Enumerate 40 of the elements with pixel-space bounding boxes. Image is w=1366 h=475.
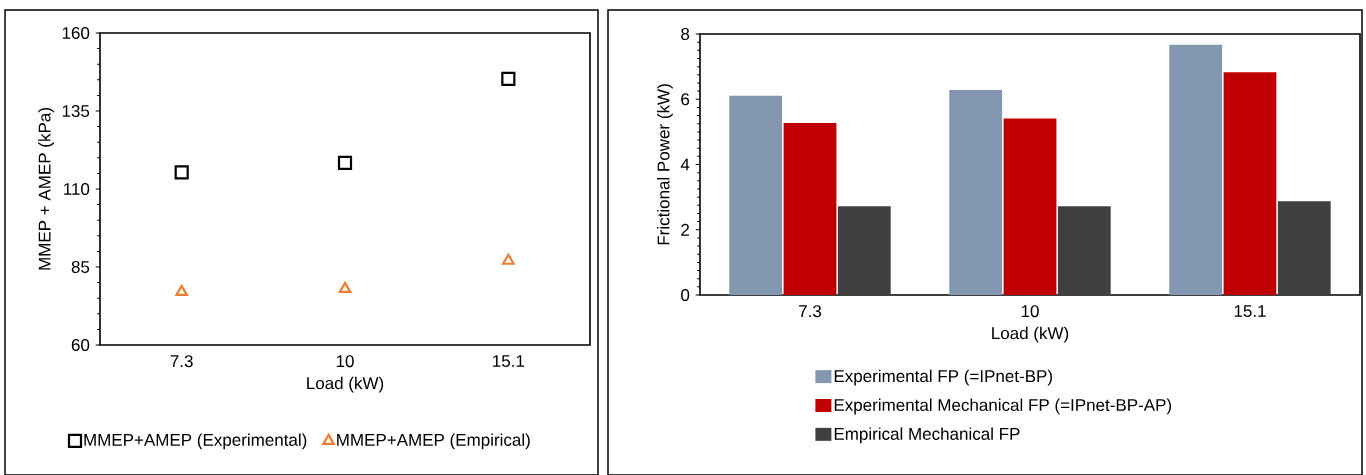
x-axis-title: Load (kW) — [307, 376, 384, 393]
legend-label: Experimental FP (=IPnet-BP) — [834, 369, 1052, 386]
point — [338, 281, 352, 293]
point — [174, 165, 189, 180]
bar — [1277, 201, 1331, 295]
bar — [729, 95, 783, 295]
bar — [1003, 118, 1057, 295]
legend-label: MMEP+AMEP (Empirical) — [337, 433, 530, 450]
x-tick-label: 15.1 — [1234, 305, 1266, 317]
y-tick-label: 8 — [681, 27, 690, 41]
x-tick-label: 7.3 — [799, 305, 822, 318]
bar — [949, 90, 1003, 295]
legend-label: MMEP+AMEP (Experimental) — [84, 433, 307, 450]
y-axis-title: MMEP + AMEP (kPa) — [38, 108, 54, 270]
x-tick-label: 10 — [1021, 305, 1039, 318]
y-tick-label: 0 — [681, 288, 690, 302]
bar — [1057, 206, 1111, 295]
bar — [783, 123, 837, 295]
y-tick-label: 60 — [71, 338, 90, 352]
x-tick-label: 7.3 — [170, 355, 193, 368]
bar — [1223, 72, 1277, 295]
bar — [837, 206, 891, 295]
x-tick-label: 15.1 — [493, 355, 525, 367]
y-axis-title: Frictional Power (kW) — [657, 84, 673, 245]
x-tick-label: 10 — [336, 355, 354, 368]
point — [501, 71, 516, 86]
y-tick-label: 2 — [681, 223, 690, 236]
bar — [1169, 44, 1223, 295]
y-tick-label: 110 — [64, 182, 90, 196]
y-tick-label: 6 — [681, 93, 690, 106]
y-tick-label: 4 — [680, 158, 690, 171]
legend-label: Empirical Mechanical FP — [834, 427, 1020, 444]
y-tick-label: 160 — [62, 26, 90, 40]
point — [337, 155, 353, 170]
y-tick-label: 85 — [71, 260, 90, 274]
y-tick-label: 135 — [62, 104, 90, 118]
legend-label: Experimental Mechanical FP (=IPnet-BP-AP) — [834, 398, 1172, 415]
x-axis-title: Load (kW) — [992, 326, 1069, 343]
point — [502, 253, 515, 265]
point — [175, 284, 188, 297]
